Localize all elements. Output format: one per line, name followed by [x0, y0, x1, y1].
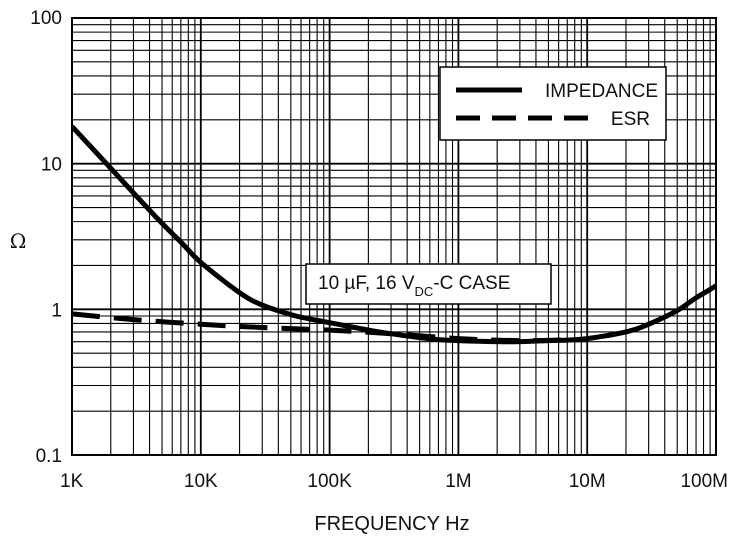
annotation-box: [305, 263, 552, 305]
annotation-suffix: -C CASE: [433, 273, 510, 294]
y-tick-label: 100: [30, 8, 62, 29]
x-tick-label: 1K: [60, 471, 84, 492]
x-tick-label: 1M: [445, 471, 471, 492]
x-axis-label: FREQUENCY Hz: [314, 513, 469, 535]
capacitor-annotation: 10 µF, 16 VDC-C CASE: [305, 263, 552, 305]
x-tick-label: 10M: [569, 471, 606, 492]
x-tick-label: 100M: [680, 471, 728, 492]
y-tick-labels: 0.1 1 10 100: [30, 8, 62, 467]
y-tick-label: 10: [41, 155, 62, 176]
legend-label-impedance: IMPEDANCE: [545, 81, 658, 102]
series-esr-line: [72, 311, 588, 344]
y-tick-label: 1: [51, 300, 62, 321]
legend-label-esr: ESR: [611, 109, 650, 130]
plot-frame: [71, 17, 717, 456]
x-tick-labels: 1K 10K 100K 1M 10M 100M: [60, 471, 728, 492]
y-axis-label: Ω: [10, 229, 27, 253]
annotation-text: 10 µF, 16 VDC-C CASE: [318, 273, 510, 299]
annotation-subscript: DC: [415, 284, 434, 299]
legend: IMPEDANCE ESR: [439, 66, 667, 141]
x-tick-label: 10K: [184, 471, 218, 492]
series-lines: [72, 124, 716, 345]
grid-lines: [71, 18, 716, 456]
legend-box: [439, 66, 667, 141]
y-tick-label: 0.1: [36, 446, 62, 467]
annotation-prefix: 10 µF, 16 V: [318, 273, 415, 294]
x-tick-label: 100K: [307, 471, 352, 492]
